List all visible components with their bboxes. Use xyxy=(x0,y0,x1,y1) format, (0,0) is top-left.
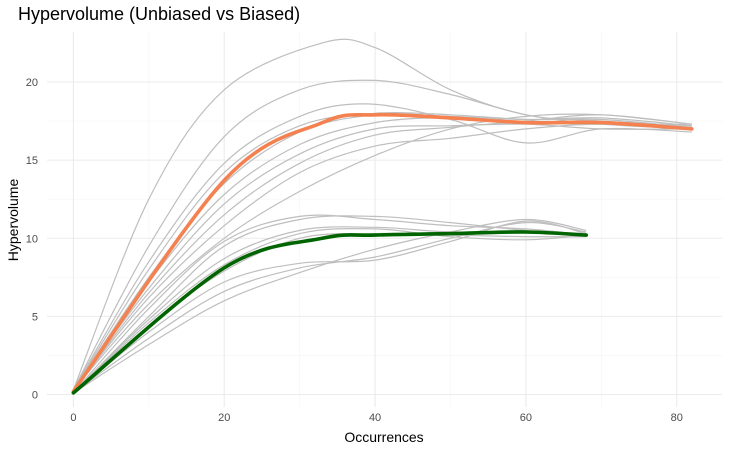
mean-series-group xyxy=(71,112,694,395)
y-tick-label: 5 xyxy=(32,311,38,323)
background-series-line xyxy=(72,114,692,391)
x-tick-label: 60 xyxy=(520,412,532,424)
background-series-group xyxy=(72,38,692,394)
y-tick-label: 15 xyxy=(26,155,38,167)
unbiased-mean-line xyxy=(71,112,694,394)
background-series-line xyxy=(72,113,692,391)
y-tick-label: 10 xyxy=(26,233,38,245)
background-series-line xyxy=(72,113,692,391)
tick-labels-group: 0 20 40 60 80 0 5 10 15 20 xyxy=(26,77,683,424)
background-series-line xyxy=(72,226,587,394)
background-series-line xyxy=(73,218,587,394)
background-series-line xyxy=(72,214,587,394)
y-tick-label: 20 xyxy=(26,77,38,89)
biased-mean-line xyxy=(71,230,588,395)
background-series-line xyxy=(72,123,692,391)
chart-title: Hypervolume (Unbiased vs Biased) xyxy=(18,4,301,24)
background-series-line xyxy=(72,227,587,394)
x-tick-label: 20 xyxy=(218,412,230,424)
background-series-line xyxy=(73,220,587,394)
background-series-line xyxy=(72,112,692,391)
background-series-line xyxy=(72,103,692,391)
background-series-line xyxy=(72,38,692,391)
background-series-line xyxy=(73,232,587,394)
x-axis-label: Occurrences xyxy=(344,429,423,445)
background-series-line xyxy=(72,215,587,394)
grid-lines xyxy=(47,32,722,407)
background-series-line xyxy=(72,123,692,391)
x-tick-label: 40 xyxy=(369,412,381,424)
x-tick-label: 80 xyxy=(671,412,683,424)
y-axis-label: Hypervolume xyxy=(5,179,21,262)
y-tick-label: 0 xyxy=(32,390,38,402)
x-tick-label: 0 xyxy=(70,412,76,424)
